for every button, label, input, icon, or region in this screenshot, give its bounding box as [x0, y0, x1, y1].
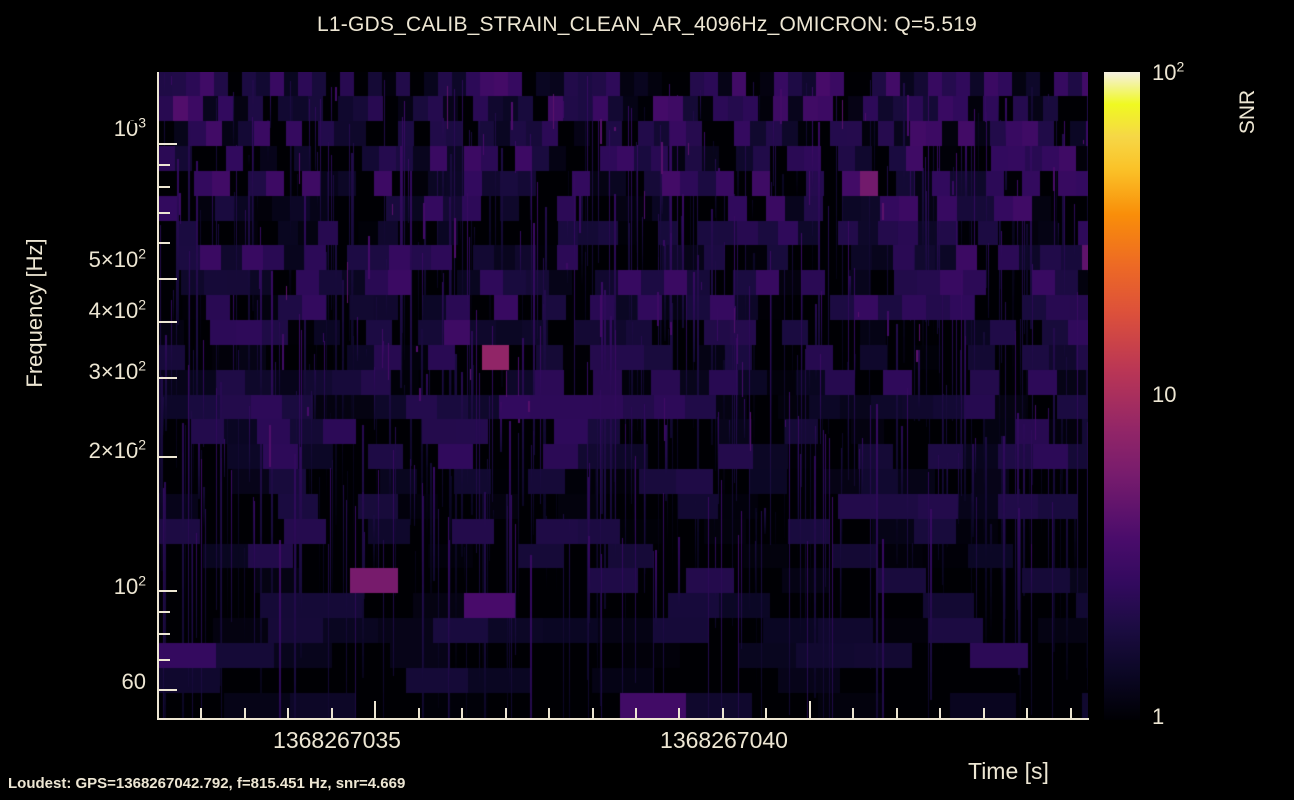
colorbar-label-1: 1: [1152, 704, 1165, 729]
page-title: L1-GDS_CALIB_STRAIN_CLEAN_AR_4096Hz_OMIC…: [317, 13, 977, 36]
colorbar-label-10: 10: [1152, 382, 1177, 407]
axis-frame-bottom: [157, 718, 1089, 720]
y-tick-400: [159, 320, 177, 323]
spectrogram-plot-area: [158, 72, 1088, 718]
x-tick-1368267033: [200, 708, 203, 718]
x-tick-1368267036.5: [504, 708, 507, 718]
x-tick-1368267038: [635, 708, 638, 718]
x-tick-1368267036: [461, 708, 464, 718]
y-tick-label-300: 3×102: [88, 357, 146, 384]
colorbar-tick-3: [130, 564, 140, 567]
x-tick-1368267039.5: [765, 708, 768, 718]
colorbar-tick-60: [130, 142, 140, 145]
colorbar-tick-9: [130, 409, 140, 412]
colorbar-tick-30: [130, 240, 140, 243]
y-tick-60: [159, 689, 177, 692]
y-tick-label-500: 5×102: [88, 245, 146, 272]
x-tick-label-1368267040: 1368267040: [660, 727, 788, 753]
y-tick-500: [159, 277, 177, 280]
x-axis-title: Time [s]: [968, 758, 1049, 784]
colorbar-axis-title: SNR: [1236, 89, 1259, 135]
colorbar-tick-100: [123, 71, 140, 73]
x-tick-1368267032.5: [157, 708, 159, 718]
colorbar-tick-10: [123, 395, 140, 397]
y-tick-800: [159, 186, 170, 189]
x-tick-1368267037: [548, 708, 551, 718]
colorbar-tick-1: [123, 719, 140, 721]
y-axis-title: Frequency [Hz]: [22, 238, 47, 388]
y-tick-900: [159, 163, 170, 166]
y-tick-600: [159, 242, 170, 245]
x-tick-1368267034.5: [330, 708, 333, 718]
y-tick-70: [159, 659, 170, 662]
y-tick-label-60: 60: [121, 669, 146, 694]
x-tick-label-1368267035: 1368267035: [273, 727, 401, 753]
loudest-event-note: Loudest: GPS=1368267042.792, f=815.451 H…: [8, 775, 406, 792]
spectrogram-image: [158, 72, 1088, 718]
colorbar-tick-80: [130, 102, 140, 105]
axis-frame-left: [157, 72, 159, 720]
x-tick-1368267042.5: [1026, 708, 1029, 718]
colorbar-tick-8: [130, 426, 140, 429]
colorbar-tick-2: [130, 621, 140, 624]
colorbar-tick-90: [130, 85, 140, 88]
x-tick-1368267043: [1069, 708, 1072, 718]
y-tick-1000: [159, 143, 177, 146]
colorbar-tick-50: [130, 168, 140, 171]
x-tick-1368267041.5: [939, 708, 942, 718]
y-tick-label-200: 2×102: [88, 436, 146, 463]
colorbar-tick-4: [130, 523, 140, 526]
colorbar-tick-5: [130, 492, 140, 495]
x-tick-1368267038.5: [678, 708, 681, 718]
colorbar-tick-70: [130, 121, 140, 124]
y-tick-700: [159, 212, 170, 215]
x-tick-1368267033.5: [243, 708, 246, 718]
y-tick-200: [159, 455, 177, 458]
x-tick-1368267035.5: [417, 708, 420, 718]
y-tick-80: [159, 633, 170, 636]
x-tick-1368267039: [721, 708, 724, 718]
x-tick-1368267035: [374, 701, 377, 718]
x-tick-1368267040: [808, 701, 811, 718]
y-tick-100: [159, 590, 177, 593]
y-tick-90: [159, 610, 170, 613]
x-tick-1368267042: [982, 708, 985, 718]
colorbar-tick-7: [130, 445, 140, 448]
y-tick-label-400: 4×102: [88, 296, 146, 323]
x-tick-1368267040.5: [852, 708, 855, 718]
colorbar-label-100: 102: [1152, 58, 1185, 85]
x-tick-1368267037.5: [591, 708, 594, 718]
y-tick-300: [159, 376, 177, 379]
colorbar-tick-40: [130, 199, 140, 202]
snr-colorbar: [1104, 72, 1140, 720]
y-tick-label-100: 102: [113, 572, 146, 599]
x-tick-1368267034: [287, 708, 290, 718]
x-tick-1368267041: [895, 708, 898, 718]
colorbar-tick-6: [130, 466, 140, 469]
colorbar-tick-20: [130, 297, 140, 300]
